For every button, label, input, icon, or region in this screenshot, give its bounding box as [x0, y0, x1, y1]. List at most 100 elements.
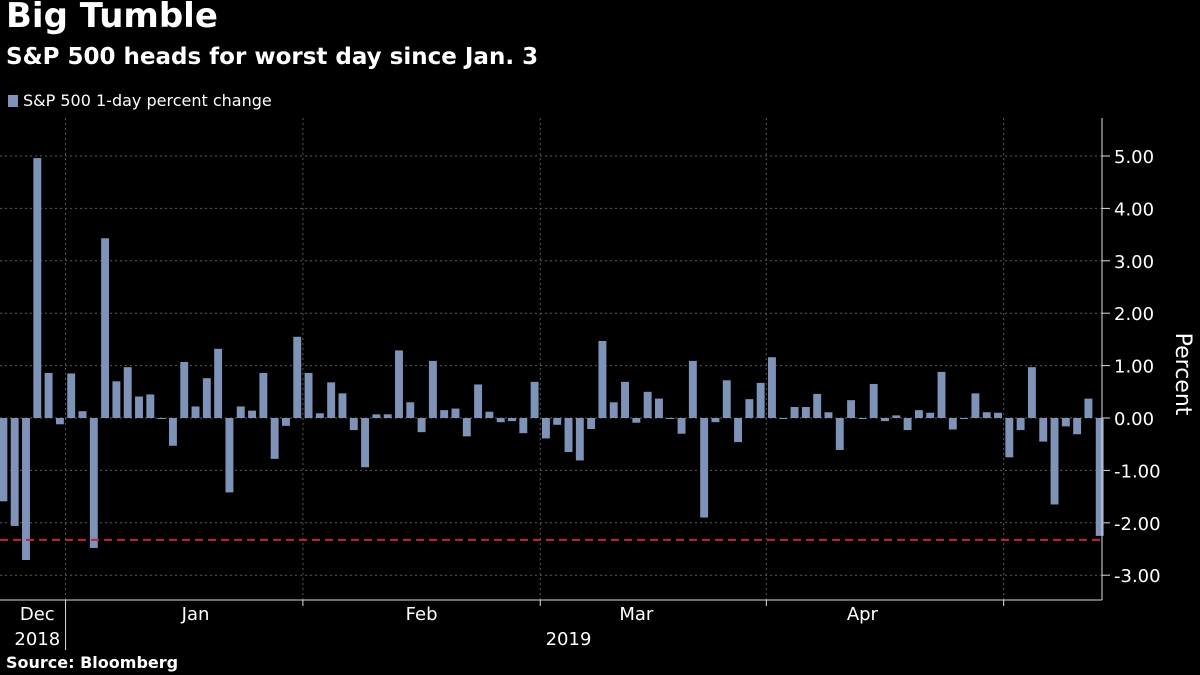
- bar: [790, 406, 799, 418]
- bar: [858, 418, 867, 419]
- y-tick-label: -2.00: [1114, 514, 1161, 535]
- bar: [78, 411, 87, 418]
- bar: [496, 418, 505, 423]
- bar: [768, 357, 776, 418]
- bar: [248, 410, 257, 418]
- source-note: Source: Bloomberg: [6, 653, 179, 672]
- bar: [666, 418, 675, 420]
- bar: [157, 418, 166, 419]
- bar: [349, 418, 358, 431]
- bar: [146, 394, 155, 418]
- y-tick-label: 2.00: [1114, 304, 1154, 325]
- bar: [1084, 398, 1093, 418]
- y-tick-label: -3.00: [1114, 566, 1161, 587]
- y-axis-label: Percent: [1170, 333, 1195, 416]
- bar: [1039, 418, 1048, 442]
- bar: [315, 413, 324, 418]
- bar: [361, 418, 370, 468]
- bar: [564, 418, 573, 453]
- bar: [881, 418, 889, 422]
- bar: [202, 378, 211, 418]
- bar: [123, 367, 132, 418]
- bar: [451, 408, 460, 418]
- x-month-label: Apr: [847, 604, 879, 625]
- bar: [621, 381, 629, 418]
- bar: [937, 371, 946, 418]
- bar: [1005, 418, 1014, 458]
- bar: [530, 381, 539, 418]
- bar: [541, 418, 550, 439]
- y-tick-label: 0.00: [1114, 409, 1154, 430]
- bar: [338, 393, 347, 418]
- bar: [304, 372, 313, 418]
- y-tick-label: 1.00: [1114, 357, 1154, 378]
- bar: [293, 336, 302, 418]
- bar: [745, 399, 754, 418]
- x-month-label: Mar: [619, 604, 654, 625]
- bar: [813, 393, 822, 418]
- legend: S&P 500 1-day percent change: [8, 91, 272, 110]
- bar: [914, 410, 923, 418]
- chart-title: Big Tumble: [6, 0, 218, 36]
- bar: [485, 411, 494, 418]
- chart-subtitle: S&P 500 heads for worst day since Jan. 3: [6, 44, 539, 70]
- bar: [508, 418, 516, 422]
- bar: [598, 340, 607, 418]
- x-year-label: 2019: [546, 629, 592, 650]
- bar: [553, 418, 562, 425]
- bar: [835, 418, 844, 450]
- bar: [89, 418, 98, 548]
- bar: [1016, 418, 1025, 431]
- bar: [1095, 418, 1104, 536]
- bar: [779, 418, 788, 420]
- bar: [0, 418, 8, 502]
- bar: [281, 418, 290, 426]
- bar: [259, 372, 268, 418]
- bar: [428, 360, 437, 418]
- bar: [632, 418, 641, 423]
- bar: [135, 396, 143, 418]
- bar: [892, 415, 901, 418]
- bar: [327, 382, 336, 418]
- bar: [948, 418, 957, 430]
- bar: [643, 391, 652, 418]
- bar: [700, 418, 709, 518]
- bar: [587, 418, 596, 430]
- bar: [440, 410, 449, 418]
- bar: [722, 380, 731, 418]
- legend-swatch: [8, 94, 18, 107]
- bar: [847, 400, 856, 418]
- bar: [236, 406, 245, 418]
- y-tick-label: 5.00: [1114, 147, 1154, 168]
- bar: [734, 418, 743, 443]
- bar: [971, 393, 980, 418]
- bar: [1027, 367, 1036, 418]
- bar: [112, 381, 121, 418]
- bar: [33, 158, 42, 418]
- bar: [474, 384, 483, 418]
- bar: [609, 402, 618, 418]
- bar: [406, 402, 415, 418]
- bar: [180, 361, 189, 418]
- bar: [55, 418, 64, 425]
- x-month-label: Dec: [20, 604, 55, 625]
- bar: [462, 418, 471, 437]
- bar: [395, 350, 403, 418]
- bar: [677, 418, 686, 434]
- x-month-label: Feb: [406, 604, 438, 625]
- bar: [982, 412, 991, 418]
- y-tick-label: 4.00: [1114, 199, 1154, 220]
- bar: [994, 412, 1002, 418]
- bar: [191, 406, 200, 418]
- bar: [10, 418, 19, 526]
- bar: [688, 360, 697, 418]
- bar: [44, 372, 53, 418]
- bar: [383, 414, 392, 418]
- bar: [1050, 418, 1059, 505]
- x-month-label: Jan: [181, 604, 210, 625]
- bar: [575, 418, 584, 461]
- bar: [654, 398, 663, 418]
- bar: [67, 373, 76, 418]
- bar: [270, 418, 279, 459]
